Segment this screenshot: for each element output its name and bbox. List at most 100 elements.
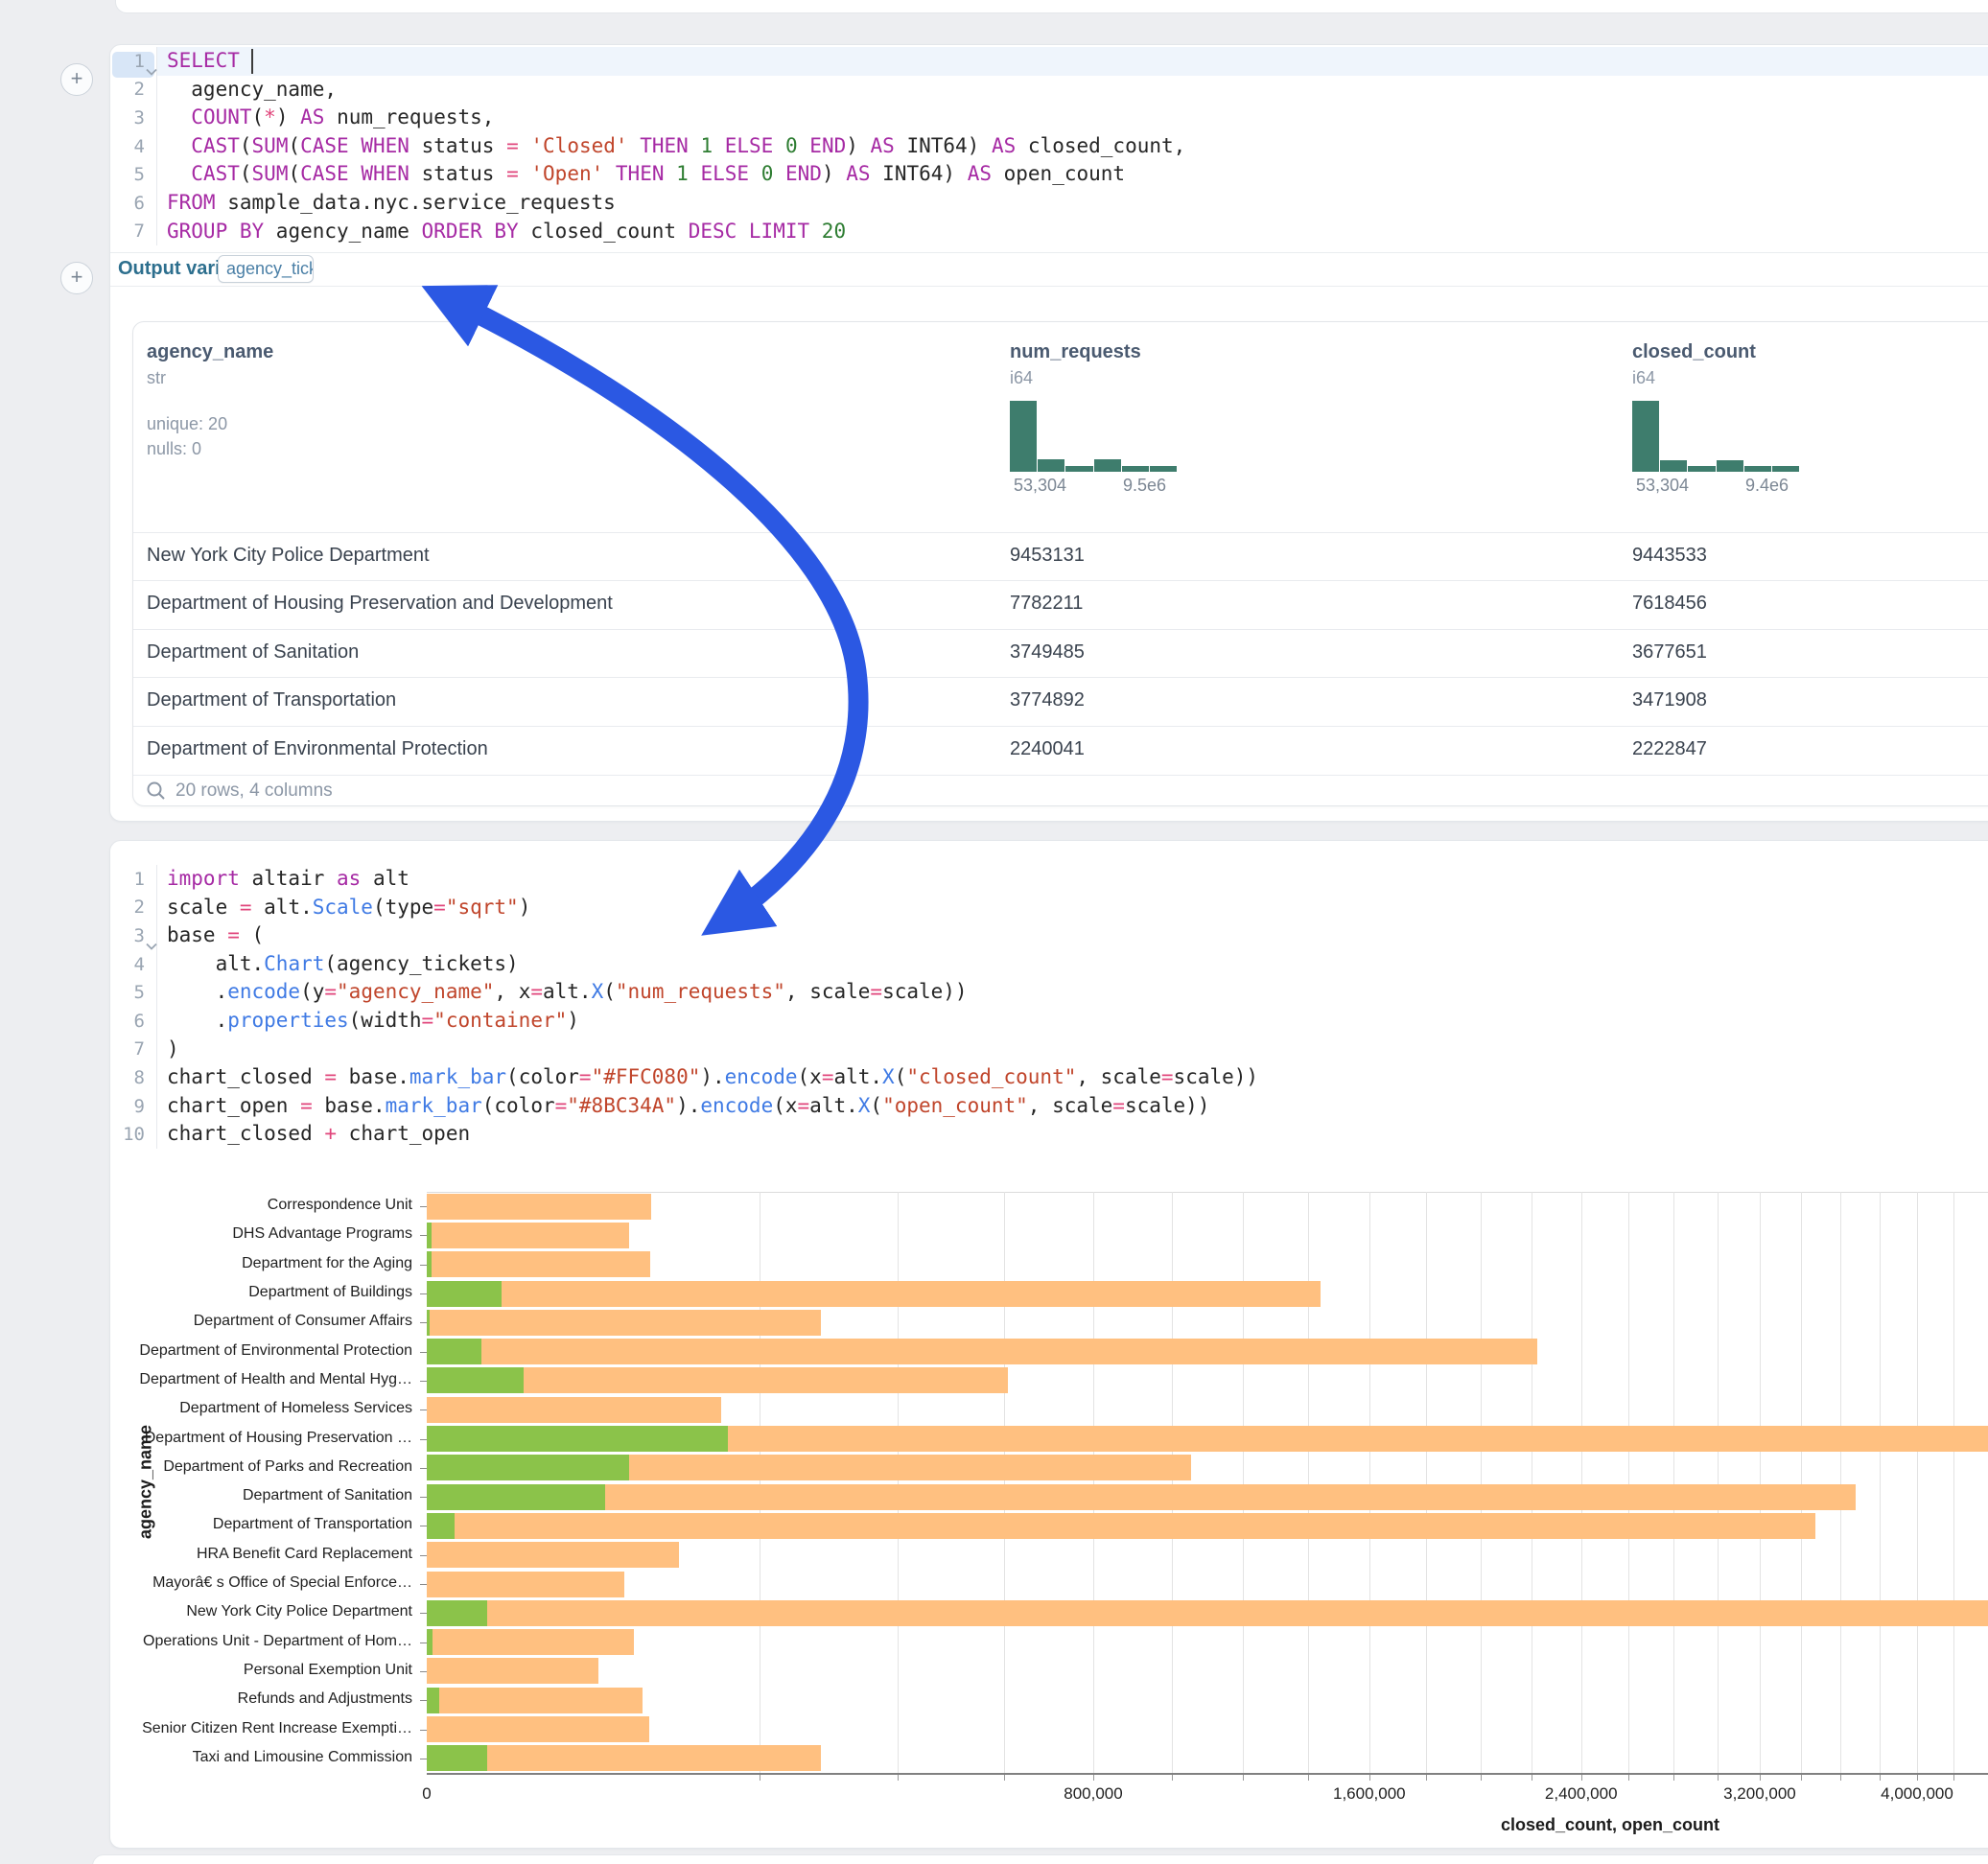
bar-closed-count[interactable]	[427, 1193, 652, 1220]
code-line[interactable]: 10 chart_closed + chart_open	[110, 1120, 1988, 1149]
bar-open-count[interactable]	[427, 1280, 503, 1307]
bar-open-count[interactable]	[427, 1222, 432, 1248]
code-line[interactable]: 7 GROUP BY agency_name ORDER BY closed_co…	[110, 217, 1988, 246]
bar-open-count[interactable]	[427, 1629, 433, 1656]
table-cell-value[interactable]: 9443533	[1632, 545, 1707, 566]
code-text[interactable]: GROUP BY agency_name ORDER BY closed_cou…	[156, 217, 1988, 246]
bar-open-count[interactable]	[427, 1745, 487, 1772]
code-text[interactable]: alt.Chart(agency_tickets)	[156, 949, 1988, 979]
search-icon[interactable]	[146, 781, 167, 802]
bar-closed-count[interactable]	[427, 1542, 680, 1569]
bar-closed-count[interactable]	[427, 1629, 634, 1656]
code-line[interactable]: 1 import altair as alt	[110, 865, 1988, 894]
token: )	[821, 162, 847, 186]
code-line[interactable]: 9 chart_open = base.mark_bar(color="#8BC3…	[110, 1091, 1988, 1121]
bar-closed-count[interactable]	[427, 1309, 822, 1336]
bar-open-count[interactable]	[427, 1309, 430, 1336]
column-header[interactable]: num_requests	[1010, 341, 1141, 362]
code-line[interactable]: 8 chart_closed = base.mark_bar(color="#FF…	[110, 1063, 1988, 1092]
code-text[interactable]: CAST(SUM(CASE WHEN status = 'Closed' THE…	[156, 131, 1988, 161]
table-cell-value[interactable]: 3471908	[1632, 689, 1707, 711]
bar-closed-count[interactable]	[427, 1251, 651, 1278]
column-header[interactable]: closed_count	[1632, 341, 1756, 362]
token: CASE WHEN	[300, 162, 409, 186]
table-cell-value[interactable]: 2240041	[1010, 737, 1085, 759]
output-variable-pill[interactable]: agency_tickets	[218, 255, 314, 283]
histogram-bar	[1065, 466, 1093, 472]
code-line[interactable]: 1 SELECT	[110, 47, 1988, 78]
bar-closed-count[interactable]	[427, 1339, 1538, 1365]
table-cell-value[interactable]: 7618456	[1632, 593, 1707, 615]
bar-closed-count[interactable]	[427, 1658, 599, 1685]
bar-open-count[interactable]	[427, 1687, 440, 1713]
table-row-agency[interactable]: Department of Transportation	[147, 689, 397, 711]
insert-cell-button[interactable]: +	[60, 63, 93, 96]
insert-cell-button[interactable]: +	[60, 262, 93, 294]
fold-chevron-icon[interactable]	[146, 934, 157, 955]
code-line[interactable]: 4 alt.Chart(agency_tickets)	[110, 949, 1988, 979]
code-text[interactable]: chart_closed + chart_open	[156, 1120, 1988, 1149]
code-text[interactable]: FROM sample_data.nyc.service_requests	[156, 188, 1988, 218]
code-text[interactable]: chart_closed = base.mark_bar(color="#FFC…	[156, 1063, 1988, 1092]
bar-closed-count[interactable]	[427, 1571, 624, 1597]
code-line[interactable]: 6 .properties(width="container")	[110, 1006, 1988, 1036]
code-line[interactable]: 3 COUNT(*) AS num_requests,	[110, 104, 1988, 132]
code-text[interactable]: import altair as alt	[156, 865, 1988, 894]
bar-open-count[interactable]	[427, 1426, 729, 1452]
table-row-agency[interactable]: Department of Environmental Protection	[147, 737, 488, 759]
python-code-editor[interactable]: 1 import altair as alt 2 scale = alt.Scale(…	[110, 865, 1988, 1149]
table-cell-value[interactable]: 7782211	[1010, 593, 1084, 615]
code-line[interactable]: 4 CAST(SUM(CASE WHEN status = 'Closed' T…	[110, 131, 1988, 161]
bar-closed-count[interactable]	[427, 1687, 643, 1713]
bar-closed-count[interactable]	[427, 1483, 1857, 1510]
code-text[interactable]: CAST(SUM(CASE WHEN status = 'Open' THEN …	[156, 160, 1988, 189]
x-tick-mark	[1092, 1775, 1094, 1781]
table-cell-value[interactable]: 3677651	[1632, 641, 1707, 663]
bar-closed-count[interactable]	[427, 1512, 1815, 1539]
bar-open-count[interactable]	[427, 1455, 630, 1481]
grid-line	[1003, 1192, 1005, 1773]
code-text[interactable]: .properties(width="container")	[156, 1006, 1988, 1036]
code-line[interactable]: 2 scale = alt.Scale(type="sqrt")	[110, 893, 1988, 922]
table-row-agency[interactable]: Department of Housing Preservation and D…	[147, 593, 613, 615]
code-text[interactable]: base = (	[156, 921, 1988, 950]
bar-closed-count[interactable]	[427, 1396, 721, 1423]
token: SUM	[251, 133, 289, 157]
bar-open-count[interactable]	[427, 1367, 524, 1394]
bar-open-count[interactable]	[427, 1483, 605, 1510]
bar-closed-count[interactable]	[427, 1716, 649, 1742]
fold-chevron-icon[interactable]	[146, 59, 157, 81]
code-line[interactable]: 2 agency_name,	[110, 75, 1988, 105]
y-axis-label: Personal Exemption Unit	[243, 1661, 412, 1678]
table-cell-value[interactable]: 9453131	[1010, 545, 1085, 566]
code-text[interactable]: chart_open = base.mark_bar(color="#8BC34…	[156, 1091, 1988, 1121]
code-line[interactable]: 6 FROM sample_data.nyc.service_requests	[110, 188, 1988, 218]
code-text[interactable]: COUNT(*) AS num_requests,	[156, 104, 1988, 132]
x-axis-line	[427, 1773, 1988, 1775]
bar-open-count[interactable]	[427, 1599, 487, 1626]
token: mark_bar	[385, 1093, 482, 1117]
table-row-agency[interactable]: Department of Sanitation	[147, 641, 360, 663]
code-text[interactable]: )	[156, 1035, 1988, 1064]
bar-closed-count[interactable]	[427, 1222, 630, 1248]
code-text[interactable]: agency_name,	[156, 75, 1988, 105]
bar-open-count[interactable]	[427, 1339, 482, 1365]
column-header[interactable]: agency_name	[147, 341, 274, 362]
sql-code-editor[interactable]: 1 SELECT 2 agency_name, 3 COUNT(*) AS num_…	[110, 47, 1988, 246]
bar-closed-count[interactable]	[427, 1280, 1321, 1307]
bar-closed-count[interactable]	[427, 1745, 822, 1772]
code-text[interactable]: scale = alt.Scale(type="sqrt")	[156, 893, 1988, 922]
code-text[interactable]: .encode(y="agency_name", x=alt.X("num_re…	[156, 978, 1988, 1007]
bar-closed-count[interactable]	[427, 1599, 1988, 1626]
code-line[interactable]: 5 .encode(y="agency_name", x=alt.X("num_…	[110, 978, 1988, 1007]
code-line[interactable]: 5 CAST(SUM(CASE WHEN status = 'Open' THE…	[110, 160, 1988, 189]
bar-open-count[interactable]	[427, 1251, 432, 1278]
bar-open-count[interactable]	[427, 1512, 455, 1539]
table-cell-value[interactable]: 3749485	[1010, 641, 1085, 663]
table-cell-value[interactable]: 3774892	[1010, 689, 1085, 711]
code-text[interactable]: SELECT	[156, 47, 1988, 76]
code-line[interactable]: 3 base = (	[110, 921, 1988, 950]
table-row-agency[interactable]: New York City Police Department	[147, 545, 430, 566]
table-cell-value[interactable]: 2222847	[1632, 737, 1707, 759]
code-line[interactable]: 7)	[110, 1035, 1988, 1064]
